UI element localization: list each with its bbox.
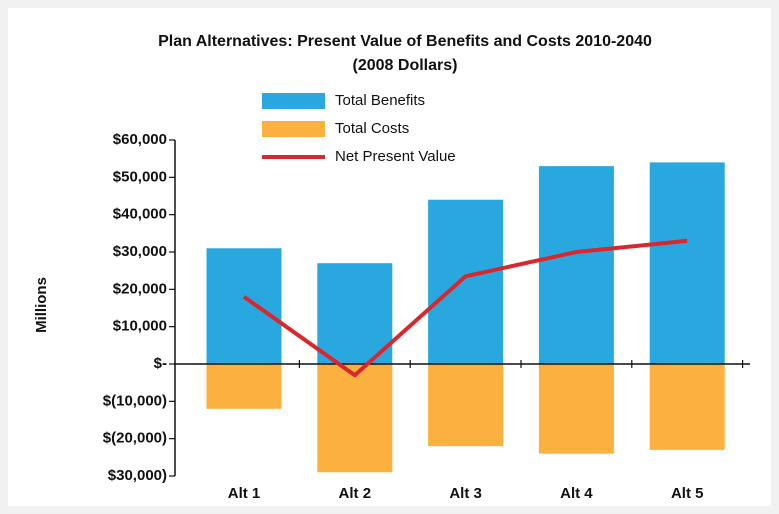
bar bbox=[206, 364, 282, 409]
y-axis-label: Millions bbox=[33, 277, 50, 333]
y-tick-label: $(10,000) bbox=[103, 392, 167, 409]
y-tick-label: $20,000 bbox=[113, 280, 167, 297]
bar bbox=[428, 199, 504, 364]
bar bbox=[538, 166, 614, 364]
y-tick-label: $50,000 bbox=[113, 168, 167, 185]
y-tick-label: $(20,000) bbox=[103, 430, 167, 447]
chart-subtitle: (2008 Dollars) bbox=[353, 57, 458, 74]
bar bbox=[649, 364, 725, 450]
legend-label: Net Present Value bbox=[335, 148, 456, 165]
x-tick-label: Alt 5 bbox=[671, 485, 704, 502]
bar bbox=[428, 364, 504, 447]
y-tick-label: $40,000 bbox=[113, 206, 167, 223]
y-tick-label: $10,000 bbox=[113, 318, 167, 335]
x-tick-label: Alt 1 bbox=[228, 485, 261, 502]
y-tick-label: $60,000 bbox=[113, 131, 167, 148]
y-tick-label: $- bbox=[154, 355, 167, 372]
bar bbox=[538, 364, 614, 454]
legend-label: Total Costs bbox=[335, 120, 409, 137]
bar bbox=[206, 248, 282, 364]
line bbox=[242, 238, 688, 378]
legend-label: Total Benefits bbox=[335, 92, 425, 109]
bar bbox=[317, 364, 393, 473]
y-tick-label: $30,000) bbox=[108, 467, 167, 484]
x-tick-label: Alt 4 bbox=[560, 485, 593, 502]
y-tick-label: $30,000 bbox=[113, 243, 167, 260]
legend-swatch bbox=[262, 93, 325, 109]
x-tick-label: Alt 3 bbox=[449, 485, 482, 502]
x-tick-label: Alt 2 bbox=[339, 485, 372, 502]
chart-title: Plan Alternatives: Present Value of Bene… bbox=[158, 33, 652, 50]
bar bbox=[317, 263, 393, 364]
bar bbox=[649, 162, 725, 364]
legend-swatch bbox=[262, 121, 325, 137]
